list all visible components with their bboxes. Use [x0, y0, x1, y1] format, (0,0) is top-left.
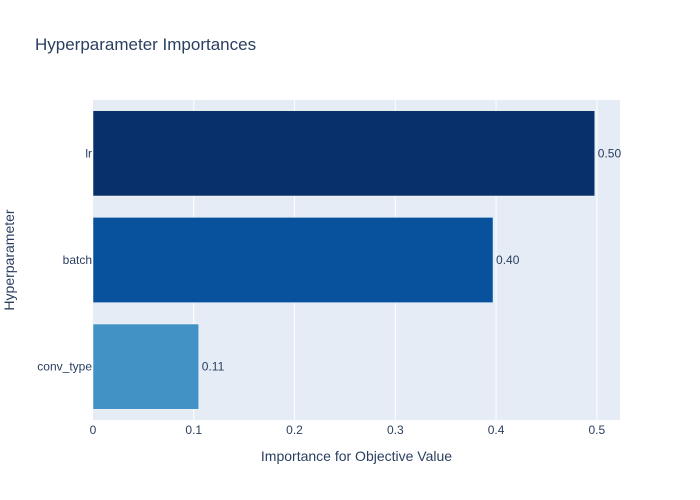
y-tick-label: lr	[85, 146, 92, 160]
data-labels: 0.50 0.40 0.11	[202, 146, 622, 373]
x-axis-title: Importance for Objective Value	[261, 448, 452, 464]
y-tick-label: batch	[63, 253, 92, 267]
bars	[92, 110, 596, 410]
x-tick-label: 0.5	[588, 423, 605, 437]
bar-lr	[92, 110, 596, 197]
y-tick-label: conv_type	[37, 360, 92, 374]
x-tick-label: 0.4	[488, 423, 505, 437]
bar-value-label: 0.11	[202, 360, 225, 374]
bar-value-label: 0.40	[496, 253, 520, 267]
bar-conv-type	[92, 323, 200, 410]
bar-value-label: 0.50	[598, 146, 622, 160]
x-tick-label: 0.1	[185, 423, 202, 437]
y-axis-title: Hyperparameter	[1, 209, 17, 310]
x-tick-label: 0.2	[286, 423, 303, 437]
x-tick-label: 0.3	[387, 423, 404, 437]
y-tick-labels: lr batch conv_type	[37, 146, 92, 373]
x-tick-labels: 0 0.1 0.2 0.3 0.4 0.5	[90, 423, 606, 437]
chart-title: Hyperparameter Importances	[35, 35, 256, 54]
x-tick-label: 0	[90, 423, 97, 437]
bar-batch	[92, 217, 494, 303]
